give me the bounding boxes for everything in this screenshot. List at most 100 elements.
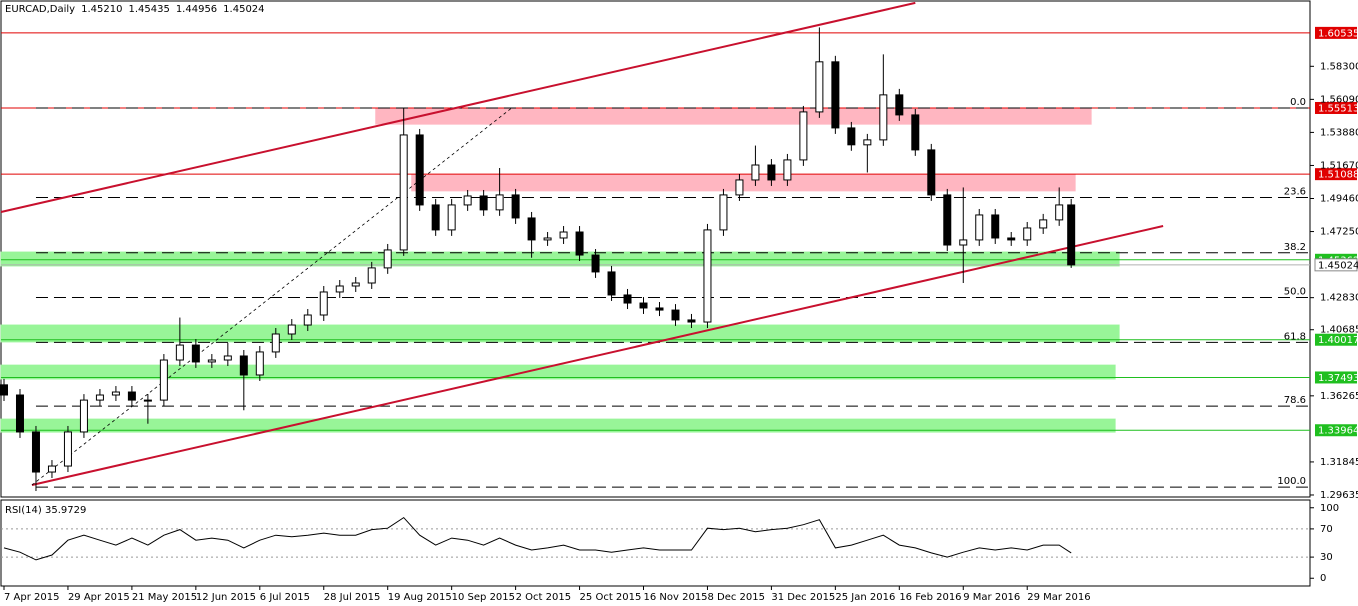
candle-body xyxy=(335,285,344,293)
candle-body xyxy=(687,319,696,323)
x-tick-label: 9 Mar 2016 xyxy=(963,592,1020,603)
fib-label: 23.6 xyxy=(1284,186,1306,197)
x-tick-label: 2 Oct 2015 xyxy=(516,592,571,603)
candle-body xyxy=(159,359,168,401)
candle-body xyxy=(607,271,616,296)
candle-body xyxy=(143,399,152,402)
candle-body xyxy=(559,231,568,239)
fib-label: 78.6 xyxy=(1284,395,1306,406)
candle-body xyxy=(175,344,184,361)
candle-body xyxy=(79,399,88,433)
candle-body xyxy=(31,431,40,473)
level-tag xyxy=(1315,101,1357,114)
level-tag xyxy=(1315,333,1357,346)
trendline xyxy=(0,1,916,213)
candle-body xyxy=(1067,204,1076,266)
candle-body xyxy=(431,204,440,231)
candle-body xyxy=(223,355,232,361)
candle-body xyxy=(287,324,296,335)
candle-body xyxy=(591,254,600,273)
level-tag xyxy=(1315,168,1357,181)
chart-header: EURCAD,Daily 1.45210 1.45435 1.44956 1.45024 xyxy=(5,4,265,15)
candle-body xyxy=(271,333,280,353)
level-label: 1.40017 xyxy=(1318,335,1358,346)
fib-label: 100.0 xyxy=(1277,476,1306,487)
candle-body xyxy=(543,237,552,241)
y-tick-label: 1.40685 xyxy=(1320,325,1358,336)
candle-body xyxy=(207,359,216,363)
candle-body xyxy=(767,164,776,181)
zone xyxy=(0,364,1116,380)
header-price: 1.45435 xyxy=(128,4,169,15)
rsi-name: RSI(14) xyxy=(5,505,42,516)
level-label: 1.33964 xyxy=(1318,426,1358,437)
x-tick-label: 6 Jul 2015 xyxy=(260,592,310,603)
zone xyxy=(0,251,1120,267)
candle-body xyxy=(863,139,872,146)
level-label: 1.60535 xyxy=(1318,28,1358,39)
candle-body xyxy=(191,344,200,363)
candle-body xyxy=(527,217,536,241)
candle-body xyxy=(735,179,744,196)
candle-body xyxy=(847,127,856,146)
candle-body xyxy=(703,229,712,323)
candle-body xyxy=(575,231,584,256)
x-tick-label: 8 Dec 2015 xyxy=(707,592,765,603)
candle-body xyxy=(815,61,824,113)
candle-body xyxy=(799,111,808,161)
fib-label: 61.8 xyxy=(1284,331,1306,342)
x-tick-label: 25 Jan 2016 xyxy=(835,592,895,603)
candle-body xyxy=(63,431,72,467)
candle-body xyxy=(111,391,120,396)
y-tick-label: 1.56090 xyxy=(1320,94,1358,105)
fib-label: 0.0 xyxy=(1290,97,1306,108)
candle-body xyxy=(719,194,728,231)
candle-body xyxy=(751,164,760,181)
x-tick-label: 31 Dec 2015 xyxy=(771,592,835,603)
header-price: 1.45024 xyxy=(223,4,264,15)
candle-body xyxy=(399,134,408,251)
fib-label: 38.2 xyxy=(1284,242,1306,253)
x-tick-label: 29 Mar 2016 xyxy=(1027,592,1090,603)
candle-body xyxy=(783,159,792,181)
candle-body xyxy=(255,351,264,376)
y-tick-label: 1.51670 xyxy=(1320,160,1358,171)
candle-body xyxy=(879,94,888,141)
candle-body xyxy=(367,267,376,284)
y-tick-label: 1.53880 xyxy=(1320,127,1358,138)
rsi-tick-label: 70 xyxy=(1320,524,1333,535)
candle-body xyxy=(831,61,840,129)
candle-body xyxy=(15,394,24,433)
rsi-line xyxy=(3,516,1072,561)
candle-body xyxy=(1055,204,1064,221)
zone xyxy=(375,107,1092,125)
x-tick-label: 16 Feb 2016 xyxy=(899,592,961,603)
candle-body xyxy=(655,307,664,311)
candle-body xyxy=(319,291,328,316)
level-label: 1.37493 xyxy=(1318,373,1358,384)
candle-body xyxy=(351,282,360,287)
rsi-last: 35.9729 xyxy=(45,505,86,516)
candle-body xyxy=(927,149,936,196)
candle-body xyxy=(911,114,920,151)
x-tick-label: 12 Jun 2015 xyxy=(196,592,256,603)
candle-body xyxy=(303,314,312,326)
candle-body xyxy=(47,465,56,473)
price-tag xyxy=(1314,258,1358,272)
candle-body xyxy=(447,204,456,231)
header-price: 1.45210 xyxy=(81,4,122,15)
y-tick-label: 1.36265 xyxy=(1320,391,1358,402)
x-tick-label: 28 Jul 2015 xyxy=(324,592,381,603)
candle-body xyxy=(943,194,952,246)
y-tick-label: 1.29635 xyxy=(1320,490,1358,501)
candle-body xyxy=(511,194,520,219)
candle-body xyxy=(639,302,648,309)
candle-body xyxy=(1023,227,1032,241)
rsi-tick-label: 100 xyxy=(1320,503,1339,514)
candle-body xyxy=(975,214,984,241)
fib-label: 50.0 xyxy=(1284,287,1306,298)
symbol: EURCAD,Daily xyxy=(5,4,75,15)
level-tag xyxy=(1315,424,1357,437)
rsi-tick-label: 0 xyxy=(1320,573,1326,584)
